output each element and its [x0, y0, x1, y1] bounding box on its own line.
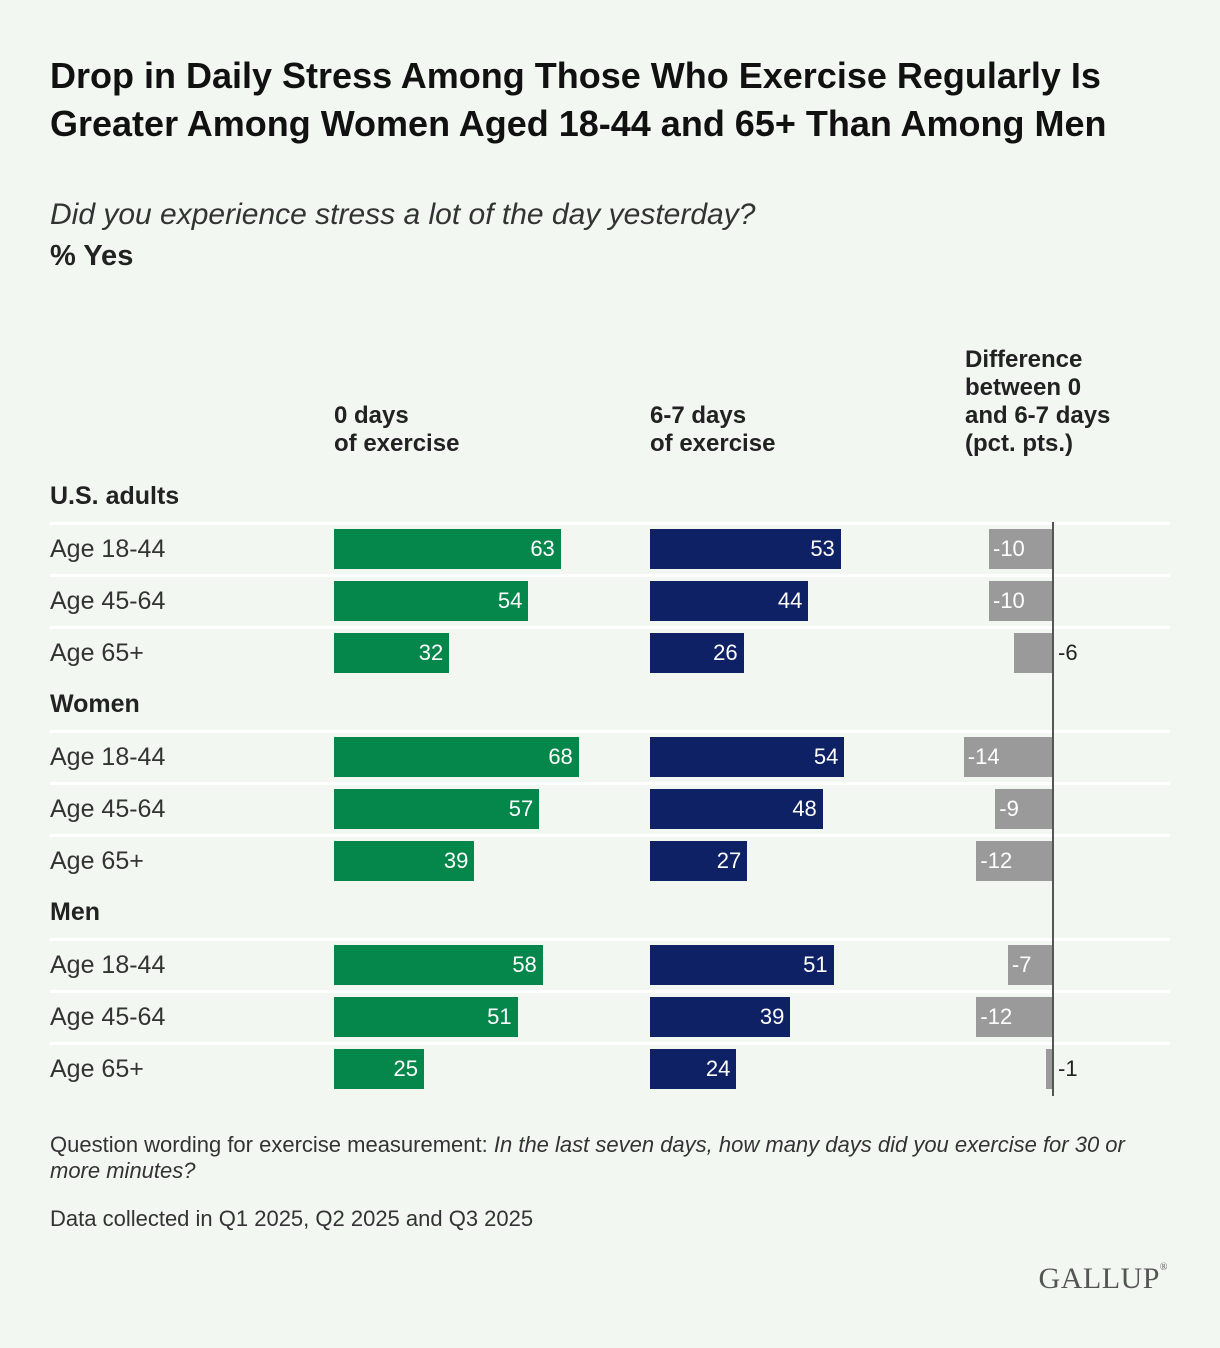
bar-difference-label: -10	[993, 536, 1025, 561]
column-header-diff-line3: and 6-7 days	[965, 402, 1111, 429]
row-label: Age 65+	[50, 847, 144, 875]
bar-six-seven-days-label: 24	[705, 1056, 731, 1081]
bar-six-seven-days	[650, 997, 791, 1037]
bar-six-seven-days-label: 48	[792, 796, 817, 821]
row-divider	[50, 522, 1170, 525]
row-divider	[50, 834, 1170, 837]
bar-zero-days-label: 25	[393, 1056, 418, 1081]
row-divider	[50, 938, 1170, 941]
bar-difference	[995, 789, 1052, 829]
bar-difference	[963, 737, 1052, 777]
footnote: Question wording for exercise measuremen…	[50, 1132, 1180, 1184]
bar-zero-days-label: 54	[497, 588, 523, 613]
bar-zero-days	[334, 1049, 424, 1089]
bar-six-seven-days-label: 27	[716, 848, 742, 873]
bar-six-seven-days	[650, 841, 748, 881]
bar-difference-label: -6	[1058, 640, 1078, 665]
row-label: Age 65+	[50, 639, 144, 667]
row-divider	[50, 730, 1170, 733]
column-header-zero-days-line1: 0 days	[334, 402, 409, 429]
column-header-zero-days-line2: of exercise	[334, 430, 460, 457]
bar-six-seven-days	[650, 737, 845, 777]
row-divider	[50, 1042, 1170, 1045]
bar-difference	[976, 997, 1052, 1037]
bar-zero-days-label: 32	[418, 640, 444, 665]
bar-zero-days	[334, 997, 518, 1037]
bar-zero-days-label: 58	[512, 952, 537, 977]
bar-zero-days	[334, 945, 543, 985]
column-header-six-seven-line2: of exercise	[650, 430, 776, 457]
bar-zero-days-label: 39	[443, 848, 469, 873]
bar-six-seven-days	[650, 581, 809, 621]
bar-difference	[1045, 1049, 1052, 1089]
row-label: Age 65+	[50, 1055, 144, 1083]
bar-difference-label: -14	[967, 744, 1000, 769]
bar-six-seven-days-label: 26	[713, 640, 738, 665]
bar-six-seven-days-label: 51	[803, 952, 828, 977]
measure-label: % Yes	[50, 240, 134, 272]
bar-difference-label: -7	[1011, 952, 1032, 977]
row-label: Age 45-64	[50, 795, 166, 823]
gallup-logo: GALLUP®	[1038, 1262, 1168, 1295]
bar-zero-days	[334, 737, 579, 777]
row-label: Age 45-64	[50, 1003, 166, 1031]
bar-zero-days	[334, 841, 475, 881]
row-label: Age 45-64	[50, 587, 166, 615]
row-label: Age 18-44	[50, 535, 166, 563]
data-collection-note: Data collected in Q1 2025, Q2 2025 and Q…	[50, 1206, 534, 1231]
bar-difference-label: -12	[980, 848, 1013, 873]
chart-subtitle: Did you experience stress a lot of the d…	[50, 198, 756, 231]
bar-six-seven-days	[650, 633, 744, 673]
row-label: Age 18-44	[50, 743, 166, 771]
column-header-six-seven-line1: 6-7 days	[650, 402, 747, 429]
column-header-zero-days: 0 days of exercise	[334, 402, 459, 458]
footnote-prefix: Question wording for exercise measuremen…	[50, 1132, 494, 1157]
bar-six-seven-days	[650, 789, 823, 829]
column-header-diff-line1: Difference	[965, 346, 1083, 373]
bar-six-seven-days-label: 54	[813, 744, 839, 769]
bar-zero-days	[334, 789, 540, 829]
bar-zero-days-label: 68	[548, 744, 573, 769]
bar-difference	[989, 581, 1052, 621]
bar-zero-days-label: 57	[508, 796, 534, 821]
row-divider	[50, 990, 1170, 993]
bar-difference	[1007, 945, 1052, 985]
row-label: Age 18-44	[50, 951, 166, 979]
column-header-six-seven-days: 6-7 days of exercise	[650, 402, 775, 458]
bar-difference	[1014, 633, 1052, 673]
bar-zero-days	[334, 581, 529, 621]
bar-difference	[976, 841, 1052, 881]
bar-difference-label: -10	[993, 588, 1025, 613]
gallup-logo-text: GALLUP	[1038, 1262, 1160, 1295]
column-header-difference: Difference between 0 and 6-7 days (pct. …	[965, 346, 1110, 458]
footnote-question: In the last seven days, how many days di…	[50, 1132, 1125, 1183]
group-label: U.S. adults	[50, 482, 180, 510]
column-header-diff-line2: between 0	[965, 374, 1082, 401]
bar-zero-days-label: 51	[487, 1004, 512, 1029]
bar-difference-label: -12	[980, 1004, 1013, 1029]
bar-six-seven-days	[650, 529, 841, 569]
row-divider	[50, 782, 1170, 785]
bar-six-seven-days-label: 39	[759, 1004, 785, 1029]
group-label: Men	[50, 898, 100, 926]
bar-six-seven-days	[650, 945, 834, 985]
bar-six-seven-days	[650, 1049, 737, 1089]
bar-zero-days-label: 63	[530, 536, 555, 561]
bar-six-seven-days-label: 44	[777, 588, 803, 613]
difference-zero-axis	[1052, 522, 1054, 1096]
row-divider	[50, 574, 1170, 577]
bar-six-seven-days-label: 53	[810, 536, 835, 561]
bar-zero-days	[334, 633, 450, 673]
bar-difference-label: -9	[999, 796, 1019, 821]
group-label: Women	[50, 690, 140, 718]
row-divider	[50, 626, 1170, 629]
column-header-diff-line4: (pct. pts.)	[965, 430, 1073, 457]
bar-difference-label: -1	[1058, 1056, 1078, 1081]
bar-zero-days	[334, 529, 561, 569]
chart-title: Drop in Daily Stress Among Those Who Exe…	[50, 55, 1107, 144]
bar-difference	[989, 529, 1052, 569]
